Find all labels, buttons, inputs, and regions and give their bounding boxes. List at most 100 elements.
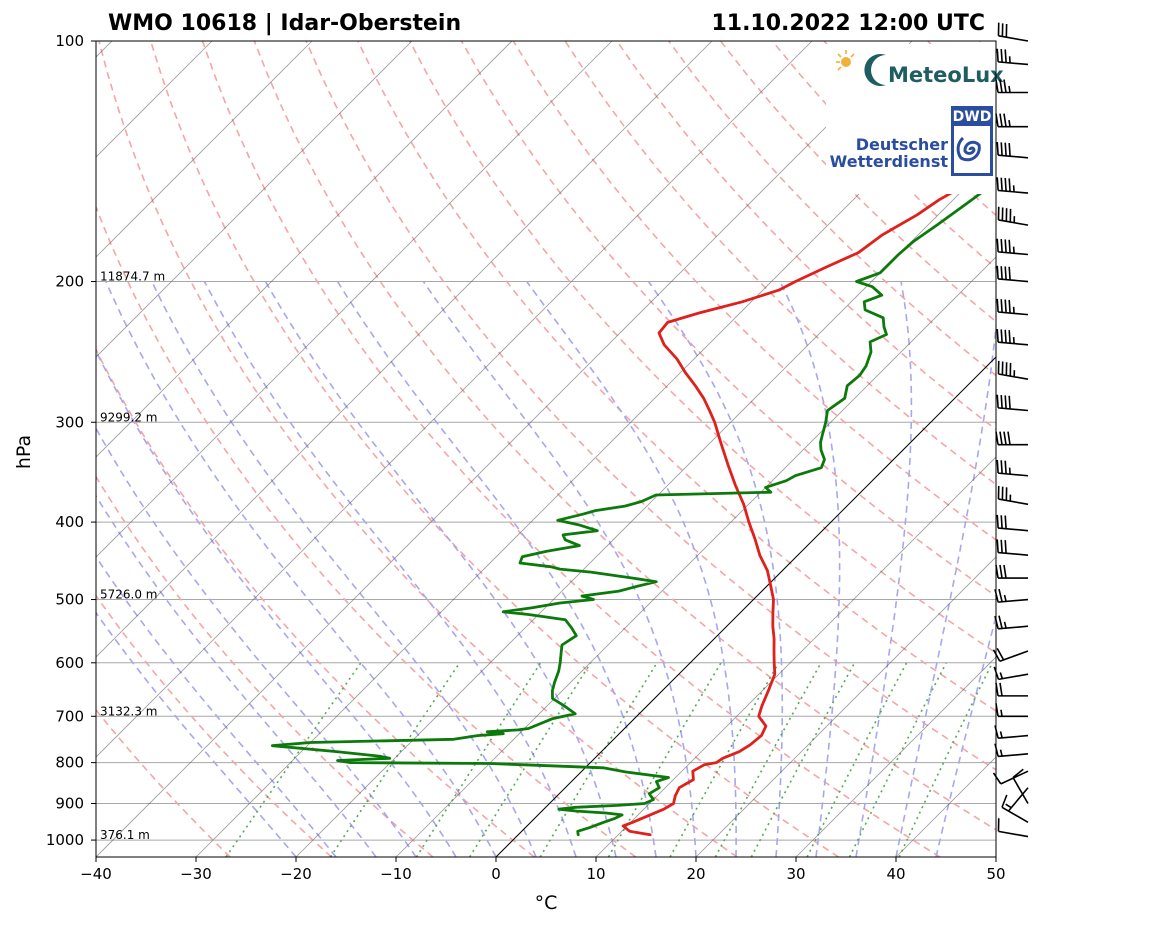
wind-barb [995,682,1028,697]
wind-barb-half-flag [999,731,1003,739]
isotherm [395,256,996,857]
wind-barb-flag [998,615,1003,629]
dry-adiabat [201,41,941,857]
height-label: 376.1 m [100,828,150,842]
wind-barb-flag [1000,515,1003,529]
wind-barb-flag [1008,299,1011,314]
wind-barb [996,298,1029,316]
moist-adiabat [647,281,784,857]
wind-barb-flag [1003,431,1007,445]
dry-adiabat [96,204,637,857]
wind-barb-flag [1008,239,1011,253]
wind-barb-staff [998,598,1029,603]
wind-barb-flag [996,514,999,529]
wind-barb [996,238,1029,256]
wind-barb-flag [996,539,999,553]
y-tick-label: 400 [55,513,84,531]
wind-barb [997,360,1029,380]
wind-barb [1005,787,1029,812]
wind-barb-staff [1008,787,1029,812]
dry-adiabat [408,41,996,654]
wind-barb [996,394,1029,412]
wind-barb-half-flag [1008,85,1011,93]
wind-barb-flag [1003,564,1007,579]
wind-barb-flag [996,459,999,474]
moist-adiabat [779,281,841,857]
dry-adiabat [357,41,996,712]
isotherm [595,456,996,857]
wind-barb [994,588,1029,603]
wind-barb-flag [995,682,999,696]
wind-barb-flag [996,298,999,313]
dry-adiabat [98,41,738,857]
wind-barb-flag [999,79,1003,93]
wind-barb-flag [1004,395,1007,409]
y-tick-label: 500 [55,591,84,609]
y-tick-label: 300 [55,413,84,431]
isotherm [96,41,313,258]
dry-adiabat [305,41,996,771]
x-tick-label: −30 [180,865,212,883]
moist-adiabat [935,613,996,857]
wind-barb-flag [995,431,999,445]
wind-barb-staff [998,527,1029,532]
x-tick-label: 20 [686,865,705,883]
dwd-spiral-icon [956,136,981,162]
wind-barb-flag [1004,329,1007,343]
wind-barb-staff [998,498,1029,506]
mixing-ratio-line [607,662,722,857]
height-label: 11874.7 m [100,270,165,284]
dewpoint-profile [270,180,996,837]
height-label: 3132.3 m [100,704,158,718]
wind-barb-flag [1001,794,1008,808]
moist-adiabat [336,281,657,857]
wind-barb [995,79,1028,94]
wind-barb-flag [994,725,999,739]
wind-barb-flag [1004,49,1007,63]
wind-barb-flag [1004,299,1007,313]
x-tick-label: 0 [491,865,501,883]
moist-adiabat [105,281,497,857]
x-tick-label: −10 [380,865,412,883]
x-axis: −40 −30 −20 −10 0 10 20 30 40 50 [80,857,1006,883]
moist-adiabat [855,281,913,857]
wind-barb-flag [1008,395,1011,409]
height-label: 5726.0 m [100,588,158,602]
wind-barb-flag [995,79,999,93]
dry-adiabat [616,41,996,431]
wind-barb-staff [998,753,1029,758]
wind-barb-flag [995,564,999,579]
x-axis-label: °C [535,892,558,914]
wind-barb-flag [996,648,1005,661]
chart-title-datetime: 11.10.2022 12:00 UTC [711,11,985,36]
dry-adiabat [564,41,996,486]
wind-barb-half-flag [1005,803,1012,809]
wind-barb-flag [996,394,999,408]
wind-barb-flag [1000,49,1003,63]
wind-barb-staff [998,673,1029,681]
wind-barb-flag [995,113,999,127]
wind-barb-flag [992,649,1001,662]
wind-barb [1012,768,1029,804]
wind-barb-flag [999,431,1003,445]
x-tick-label: 40 [886,865,905,883]
sun-icon [836,50,855,71]
wind-barb-staff [998,251,1029,256]
wind-barb-flag [1000,299,1003,313]
meteolux-swirl-icon [864,54,886,86]
dry-adiabat [460,41,996,597]
mixing-ratio-line [469,662,592,857]
wind-barb-staff [1012,777,1029,804]
moist-adiabat [96,349,457,857]
moist-adiabat [895,319,996,857]
wind-barb [996,265,1029,283]
plot-frame [95,40,997,858]
wind-barb-staff [1000,770,1029,785]
wind-barb-staff [998,61,1029,66]
wind-barb [995,564,1028,579]
dwd-text-line2: Wetterdienst [830,152,949,171]
isotherm [96,41,613,558]
wind-barb-flag [1000,239,1003,253]
x-tick-label: 50 [986,865,1005,883]
